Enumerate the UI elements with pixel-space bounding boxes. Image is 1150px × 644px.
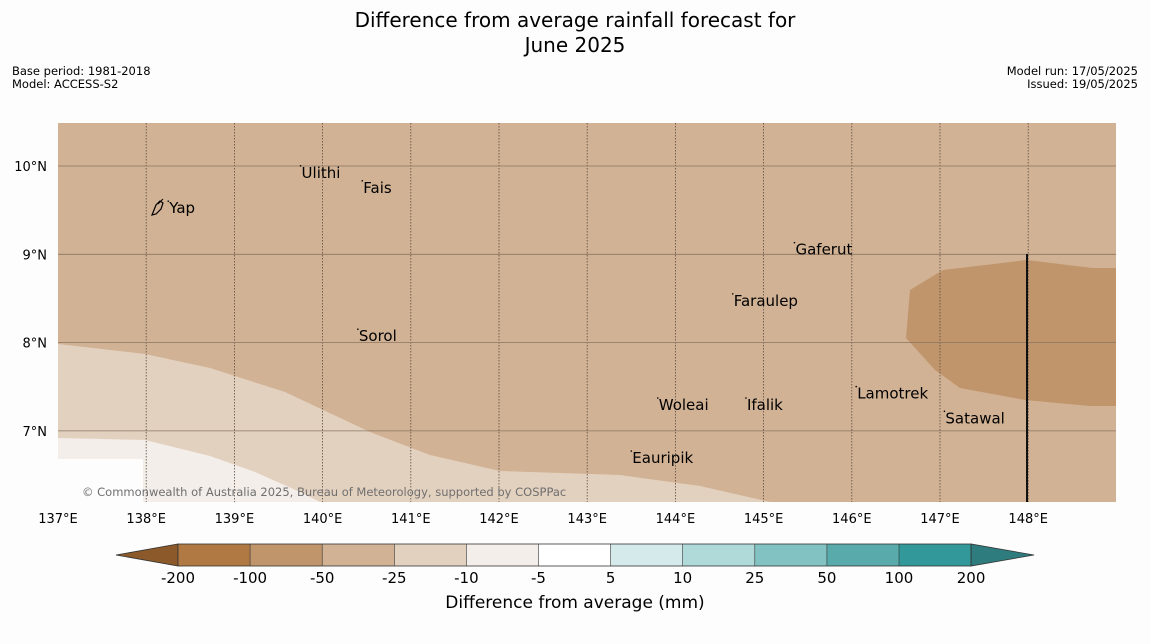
map-area: Yap Ulithi Fais Gaferut Faraulep Sorol Lamotre… bbox=[58, 123, 1116, 502]
title-line-2: June 2025 bbox=[524, 33, 626, 57]
colorbar: -200 -100 -50 -25 -10 -5 5 10 25 50 100 200 bbox=[115, 543, 1035, 587]
colorbar-bin bbox=[466, 544, 539, 566]
place-marker bbox=[943, 410, 946, 413]
place-label: Lamotrek bbox=[857, 385, 928, 403]
colorbar-bin bbox=[538, 544, 611, 566]
place-label: Gaferut bbox=[795, 241, 852, 259]
lon-tick-label: 142°E bbox=[479, 512, 519, 527]
place-marker bbox=[745, 397, 747, 399]
lon-tick-label: 145°E bbox=[744, 512, 784, 527]
colorbar-tick-label: 50 bbox=[817, 569, 836, 587]
colorbar-tick-label: -200 bbox=[161, 569, 195, 587]
map-title: Difference from average rainfall forecas… bbox=[0, 8, 1150, 58]
colorbar-outline bbox=[177, 543, 972, 567]
base-period: Base period: 1981-2018 bbox=[12, 64, 151, 78]
colorbar-under-arrow bbox=[115, 543, 179, 567]
colorbar-bin bbox=[899, 544, 972, 566]
place-label: Satawal bbox=[945, 409, 1004, 427]
colorbar-tick-label: -100 bbox=[233, 569, 267, 587]
colorbar-bin bbox=[826, 544, 899, 566]
place-marker bbox=[855, 385, 858, 388]
field-white-patch bbox=[58, 459, 143, 502]
colorbar-bin bbox=[610, 544, 683, 566]
place-marker bbox=[630, 450, 633, 452]
colorbar-tick-label: 200 bbox=[957, 569, 986, 587]
place-labels: Yap Ulithi Fais Gaferut Faraulep Sorol Lamotre… bbox=[167, 164, 1005, 467]
colorbar-bin bbox=[754, 544, 827, 566]
place-label: Woleai bbox=[659, 396, 709, 414]
field-light bbox=[58, 344, 770, 502]
lat-tick-label: 10°N bbox=[14, 160, 47, 175]
colorbar-bin bbox=[178, 544, 251, 566]
lat-tick-label: 8°N bbox=[23, 337, 48, 352]
meta-right: Model run: 17/05/2025 Issued: 19/05/2025 bbox=[1007, 65, 1138, 91]
place-label: Fais bbox=[363, 179, 392, 197]
colorbar-tick-label: 5 bbox=[606, 569, 616, 587]
place-label: Yap bbox=[168, 199, 195, 217]
lon-tick-label: 144°E bbox=[656, 512, 696, 527]
colorbar-bin bbox=[394, 544, 467, 566]
place-label: Faraulep bbox=[734, 292, 798, 310]
lon-tick-label: 137°E bbox=[38, 512, 78, 527]
colorbar-tick-label: 25 bbox=[745, 569, 764, 587]
lon-tick-label: 143°E bbox=[567, 512, 607, 527]
lon-tick-label: 139°E bbox=[215, 512, 255, 527]
place-marker bbox=[656, 397, 659, 399]
meta-left: Base period: 1981-2018 Model: ACCESS-S2 bbox=[12, 65, 151, 91]
lon-tick-label: 140°E bbox=[303, 512, 343, 527]
colorbar-tick-label: -5 bbox=[531, 569, 546, 587]
place-label: Ulithi bbox=[302, 164, 341, 182]
model-run: Model run: 17/05/2025 bbox=[1006, 64, 1138, 78]
lat-tick-label: 9°N bbox=[23, 248, 48, 263]
lon-tick-label: 148°E bbox=[1008, 512, 1048, 527]
colorbar-bin bbox=[682, 544, 755, 566]
lon-tick-label: 138°E bbox=[126, 512, 166, 527]
axis-ticks: 137°E 138°E 139°E 140°E 141°E 142°E 143°E 144°E… bbox=[14, 160, 1048, 527]
place-label: Eauripik bbox=[632, 449, 693, 467]
gridlines bbox=[58, 123, 1116, 502]
lon-tick-label: 141°E bbox=[391, 512, 431, 527]
yap-island-outline bbox=[151, 198, 164, 216]
colorbar-title: Difference from average (mm) bbox=[445, 593, 705, 613]
colorbar-tick-label: -25 bbox=[382, 569, 407, 587]
colorbar-tick-label: -50 bbox=[310, 569, 335, 587]
colorbar-tick-label: 100 bbox=[885, 569, 914, 587]
colorbar-bin bbox=[322, 544, 395, 566]
issued-date: Issued: 19/05/2025 bbox=[1027, 77, 1138, 91]
place-marker bbox=[731, 293, 734, 295]
colorbar-over-arrow bbox=[970, 543, 1035, 567]
place-marker bbox=[361, 180, 364, 182]
place-marker bbox=[167, 200, 170, 202]
place-label: Sorol bbox=[359, 327, 397, 345]
place-label: Ifalik bbox=[747, 396, 783, 414]
place-marker bbox=[299, 165, 302, 167]
place-marker bbox=[793, 241, 796, 244]
lon-tick-label: 147°E bbox=[920, 512, 960, 527]
model-name: Model: ACCESS-S2 bbox=[12, 77, 119, 91]
colorbar-bin bbox=[250, 544, 323, 566]
colorbar-tick-label: 10 bbox=[673, 569, 692, 587]
field-dark bbox=[906, 260, 1116, 406]
colorbar-tick-label: -10 bbox=[454, 569, 479, 587]
title-line-1: Difference from average rainfall forecas… bbox=[354, 8, 796, 32]
place-marker bbox=[357, 328, 359, 330]
lat-tick-label: 7°N bbox=[23, 425, 48, 440]
lon-tick-label: 146°E bbox=[832, 512, 872, 527]
copyright-text: © Commonwealth of Australia 2025, Bureau… bbox=[82, 485, 566, 499]
